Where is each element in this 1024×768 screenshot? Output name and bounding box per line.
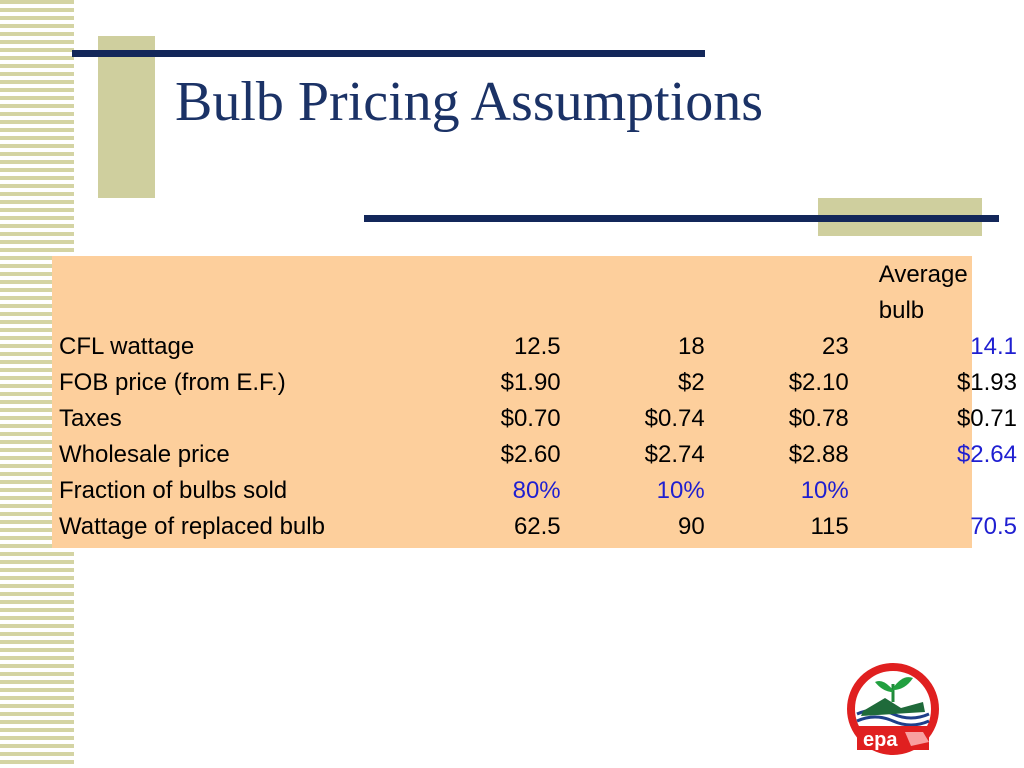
table-row: Fraction of bulbs sold 80% 10% 10% <box>52 473 1024 509</box>
value-cell: 23 <box>822 333 849 360</box>
value-cell: $2.60 <box>500 441 561 468</box>
table-row: Taxes $0.70 $0.74 $0.78 $0.71 <box>52 401 1024 437</box>
average-header-line1: Average <box>878 261 968 288</box>
title-top-rule <box>72 50 705 57</box>
row-label: FOB price (from E.F.) <box>59 369 286 396</box>
title-bottom-rule <box>364 215 999 222</box>
slide-title: Bulb Pricing Assumptions <box>175 71 764 133</box>
average-header-line2: bulb <box>878 297 925 324</box>
value-cell: $0.78 <box>788 405 849 432</box>
header-empty-cell <box>735 257 879 329</box>
table-row: CFL wattage 12.5 18 23 14.1 <box>52 329 1024 365</box>
value-cell: 10% <box>800 477 849 504</box>
value-cell: 10% <box>656 477 705 504</box>
value-cell: $2.10 <box>788 369 849 396</box>
value-cell: $0.70 <box>500 405 561 432</box>
value-cell: $2 <box>678 369 705 396</box>
average-cell <box>879 473 1024 509</box>
value-cell: $0.74 <box>644 405 705 432</box>
value-cell: 18 <box>678 333 705 360</box>
table-header-row: Average bulb <box>52 257 1024 329</box>
average-cell: $1.93 <box>956 369 1017 396</box>
row-label: Fraction of bulbs sold <box>59 477 288 504</box>
value-cell: 115 <box>810 513 849 540</box>
logo-text: epa <box>863 729 898 751</box>
table-background <box>52 256 972 548</box>
average-cell: $0.71 <box>956 405 1017 432</box>
average-bulb-header: Average bulb <box>879 257 1024 329</box>
epa-logo-icon: epa <box>843 662 943 756</box>
header-empty-cell <box>52 257 447 329</box>
value-cell: 12.5 <box>513 333 561 360</box>
table-row: Wholesale price $2.60 $2.74 $2.88 $2.64 <box>52 437 1024 473</box>
row-label: Taxes <box>59 405 122 432</box>
pricing-table: Average bulb CFL wattage 12.5 18 23 14.1… <box>52 257 1024 545</box>
value-cell: 80% <box>512 477 561 504</box>
row-label: CFL wattage <box>59 333 195 360</box>
row-label: Wattage of replaced bulb <box>59 513 325 540</box>
average-cell: 14.1 <box>970 333 1017 360</box>
table-row: Wattage of replaced bulb 62.5 90 115 70.… <box>52 509 1024 545</box>
average-cell: $2.64 <box>956 441 1017 468</box>
value-cell: $2.88 <box>788 441 849 468</box>
header-empty-cell <box>591 257 735 329</box>
average-cell: 70.5 <box>970 513 1017 540</box>
row-label: Wholesale price <box>59 441 230 468</box>
header-empty-cell <box>447 257 591 329</box>
value-cell: $1.90 <box>500 369 561 396</box>
value-cell: $2.74 <box>644 441 705 468</box>
table-row: FOB price (from E.F.) $1.90 $2 $2.10 $1.… <box>52 365 1024 401</box>
value-cell: 90 <box>678 513 705 540</box>
value-cell: 62.5 <box>513 513 561 540</box>
title-accent-block <box>98 36 155 198</box>
